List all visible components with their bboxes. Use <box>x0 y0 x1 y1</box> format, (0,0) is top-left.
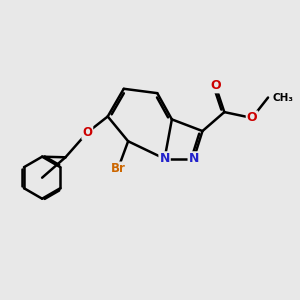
Text: N: N <box>188 152 199 165</box>
Text: O: O <box>247 111 257 124</box>
Text: O: O <box>210 80 221 92</box>
Text: CH₃: CH₃ <box>272 92 293 103</box>
Text: N: N <box>159 152 170 165</box>
Text: Br: Br <box>110 162 125 176</box>
Text: O: O <box>82 126 92 139</box>
